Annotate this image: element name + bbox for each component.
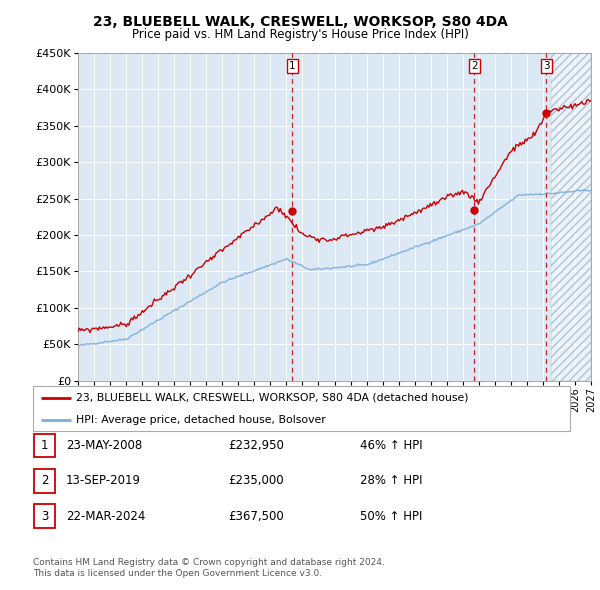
- Text: £232,950: £232,950: [228, 439, 284, 452]
- Text: This data is licensed under the Open Government Licence v3.0.: This data is licensed under the Open Gov…: [33, 569, 322, 578]
- Text: 22-MAR-2024: 22-MAR-2024: [66, 510, 145, 523]
- Text: 23-MAY-2008: 23-MAY-2008: [66, 439, 142, 452]
- Text: 2: 2: [471, 61, 478, 71]
- Text: 2: 2: [41, 474, 48, 487]
- Text: Contains HM Land Registry data © Crown copyright and database right 2024.: Contains HM Land Registry data © Crown c…: [33, 558, 385, 566]
- Text: 1: 1: [41, 439, 48, 452]
- Text: £235,000: £235,000: [228, 474, 284, 487]
- Text: 28% ↑ HPI: 28% ↑ HPI: [360, 474, 422, 487]
- Text: 13-SEP-2019: 13-SEP-2019: [66, 474, 141, 487]
- Text: 46% ↑ HPI: 46% ↑ HPI: [360, 439, 422, 452]
- Text: £367,500: £367,500: [228, 510, 284, 523]
- Text: 1: 1: [289, 61, 296, 71]
- Text: Price paid vs. HM Land Registry's House Price Index (HPI): Price paid vs. HM Land Registry's House …: [131, 28, 469, 41]
- Text: 3: 3: [543, 61, 550, 71]
- Text: 23, BLUEBELL WALK, CRESWELL, WORKSOP, S80 4DA (detached house): 23, BLUEBELL WALK, CRESWELL, WORKSOP, S8…: [76, 392, 469, 402]
- Text: HPI: Average price, detached house, Bolsover: HPI: Average price, detached house, Bols…: [76, 415, 326, 425]
- Text: 23, BLUEBELL WALK, CRESWELL, WORKSOP, S80 4DA: 23, BLUEBELL WALK, CRESWELL, WORKSOP, S8…: [92, 15, 508, 29]
- Text: 3: 3: [41, 510, 48, 523]
- Text: 50% ↑ HPI: 50% ↑ HPI: [360, 510, 422, 523]
